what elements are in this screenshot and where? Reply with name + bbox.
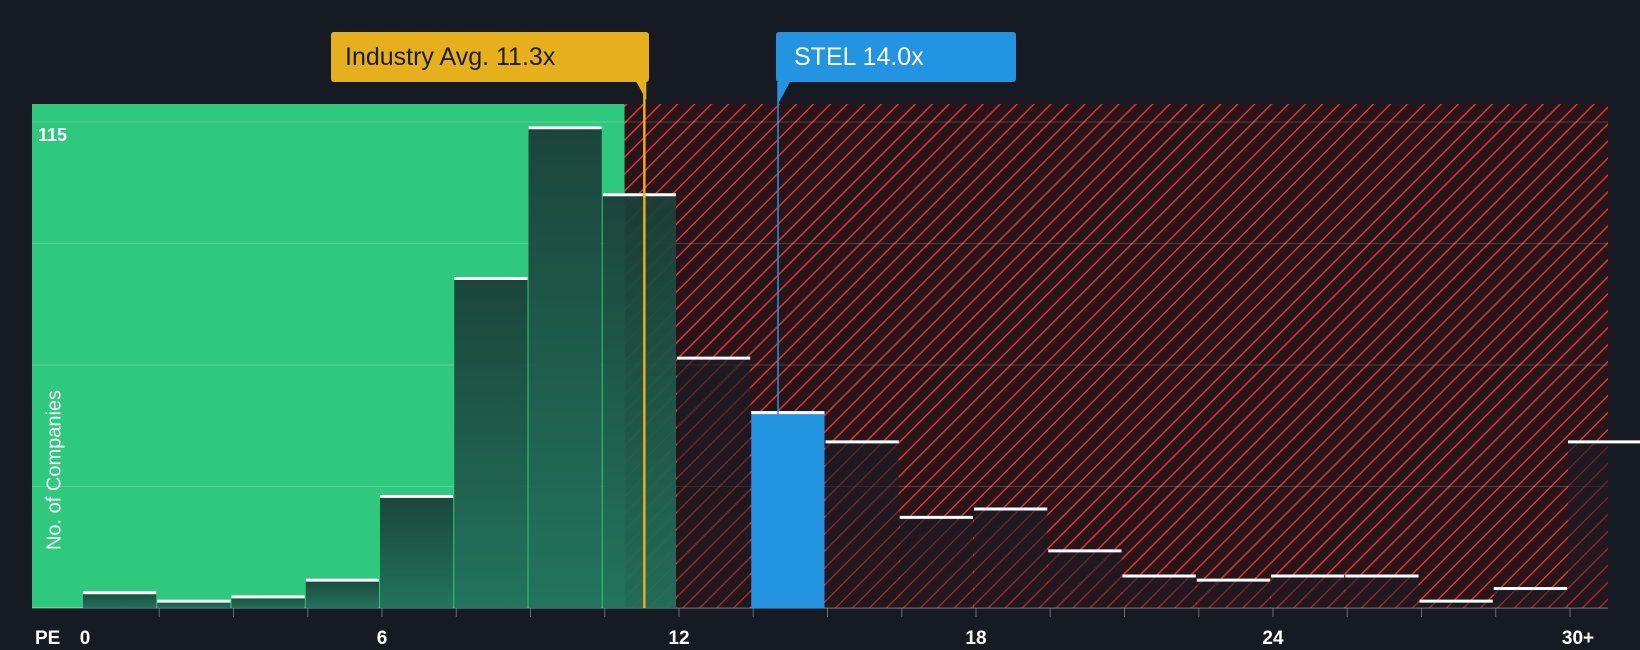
x-tick-label-18: 18 bbox=[965, 628, 987, 649]
histogram-bar-2 bbox=[231, 595, 305, 608]
x-tick-label-30: 30+ bbox=[1561, 628, 1595, 649]
x-tick-label-0: 0 bbox=[79, 628, 91, 649]
histogram-bar-13 bbox=[1048, 549, 1122, 608]
y-axis-max-label: 115 bbox=[38, 125, 68, 145]
histogram-bar-19 bbox=[1493, 587, 1567, 608]
histogram-bar-8 bbox=[677, 356, 751, 608]
industry-average-label: Industry Avg. 11.3x bbox=[345, 43, 556, 71]
histogram-bar-3 bbox=[305, 578, 379, 608]
y-axis-title: No. of Companies bbox=[43, 389, 66, 551]
industry-average-pointer bbox=[636, 82, 647, 100]
histogram-bar-1 bbox=[157, 599, 231, 608]
histogram-bar-6 bbox=[528, 126, 602, 609]
histogram-bar-4 bbox=[380, 494, 454, 608]
industry-average-callout: Industry Avg. 11.3x bbox=[331, 32, 649, 82]
histogram-bar-14 bbox=[1122, 574, 1196, 608]
company-pe-callout: STEL 14.0x bbox=[776, 32, 1016, 82]
histogram-bar-15 bbox=[1196, 578, 1270, 608]
histogram-bar-20 bbox=[1568, 440, 1640, 608]
company-pe-label: STEL 14.0x bbox=[794, 43, 924, 71]
histogram-bar-9 bbox=[751, 411, 825, 608]
histogram-bar-12 bbox=[974, 507, 1048, 608]
histogram-bar-0 bbox=[83, 591, 157, 608]
x-axis-title: PE bbox=[35, 628, 61, 649]
histogram-bar-5 bbox=[454, 277, 528, 608]
histogram-bar-17 bbox=[1345, 574, 1419, 608]
histogram-bar-11 bbox=[899, 515, 973, 608]
histogram-bar-10 bbox=[825, 440, 899, 608]
x-tick-label-12: 12 bbox=[668, 628, 690, 649]
histogram-bar-7 bbox=[602, 193, 676, 609]
x-tick-label-24: 24 bbox=[1262, 628, 1284, 649]
histogram-bar-18 bbox=[1419, 599, 1493, 608]
x-tick-label-6: 6 bbox=[376, 628, 388, 649]
company-pe-pointer bbox=[778, 82, 790, 104]
histogram-bar-16 bbox=[1271, 574, 1345, 608]
